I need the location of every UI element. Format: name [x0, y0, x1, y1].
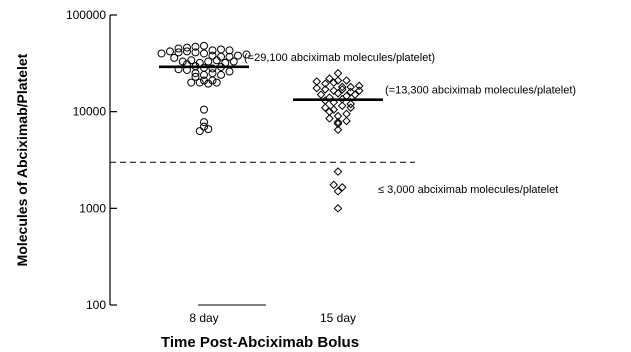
- data-point-diamond: [329, 105, 339, 114]
- data-point-diamond: [333, 125, 343, 135]
- data-point-circle: [200, 49, 208, 58]
- data-point-diamond: [320, 85, 330, 94]
- y-axis-title: Molecules of Abciximab/Platelet: [14, 53, 30, 266]
- data-point-diamond: [333, 68, 343, 78]
- data-point-circle: [200, 70, 208, 79]
- data-point-circle: [221, 58, 230, 67]
- data-point-circle: [191, 48, 200, 57]
- data-point-circle: [174, 48, 183, 57]
- x-axis-title: Time Post-Abciximab Bolus: [161, 334, 359, 351]
- data-point-circle: [217, 70, 225, 79]
- data-point-circle: [195, 127, 204, 136]
- data-point-circle: [170, 53, 179, 62]
- data-point-circle: [217, 45, 225, 54]
- median-label: (=13,300 abciximab molecules/platelet): [385, 85, 576, 97]
- data-point-diamond: [342, 116, 351, 126]
- data-point-circle: [208, 69, 217, 78]
- data-point-circle: [225, 67, 234, 76]
- data-point-circle: [166, 47, 174, 56]
- data-point-diamond: [337, 183, 347, 192]
- data-point-circle: [191, 72, 200, 81]
- data-point-diamond: [312, 83, 322, 93]
- data-point-circle: [242, 50, 251, 59]
- x-tick-label: 8 day: [189, 311, 218, 325]
- data-point-diamond: [333, 187, 343, 196]
- data-point-circle: [200, 118, 208, 127]
- data-point-diamond: [329, 78, 339, 87]
- data-point-circle: [187, 78, 196, 87]
- y-tick-label: 100: [86, 298, 106, 312]
- data-point-circle: [200, 122, 208, 131]
- data-point-circle: [200, 41, 208, 50]
- data-point-circle: [225, 52, 234, 61]
- data-point-diamond: [333, 167, 343, 176]
- data-point-diamond: [337, 101, 347, 111]
- x-tick-label: 15 day: [320, 311, 356, 325]
- data-point-diamond: [325, 114, 334, 123]
- data-point-diamond: [346, 82, 356, 92]
- data-point-circle: [212, 78, 221, 87]
- median-label: (=29,100 abciximab molecules/platelet): [244, 52, 435, 64]
- data-point-diamond: [333, 119, 343, 129]
- data-point-diamond: [333, 88, 343, 98]
- data-point-circle: [212, 56, 221, 65]
- data-point-diamond: [337, 85, 347, 94]
- data-point-circle: [208, 64, 217, 73]
- data-point-circle: [183, 47, 191, 56]
- data-point-circle: [204, 125, 213, 134]
- data-point-diamond: [337, 82, 347, 92]
- data-point-diamond: [325, 74, 334, 83]
- data-point-circle: [208, 51, 217, 60]
- data-point-diamond: [346, 99, 356, 109]
- data-point-circle: [204, 79, 213, 88]
- data-point-circle: [178, 57, 187, 66]
- data-point-circle: [204, 57, 213, 66]
- data-point-circle: [234, 51, 242, 60]
- data-point-circle: [183, 43, 191, 52]
- data-point-circle: [195, 78, 204, 87]
- threshold-label: ≤ 3,000 abciximab molecules/platelet: [378, 184, 558, 196]
- data-point-circle: [208, 46, 217, 55]
- data-point-diamond: [346, 103, 356, 112]
- data-point-diamond: [342, 76, 351, 85]
- data-point-diamond: [354, 86, 364, 95]
- data-point-diamond: [320, 79, 330, 88]
- data-point-circle: [225, 46, 234, 55]
- data-point-circle: [200, 105, 208, 114]
- data-point-circle: [191, 42, 200, 51]
- y-tick-label: 100000: [66, 8, 106, 22]
- data-point-circle: [174, 44, 183, 53]
- data-point-diamond: [346, 87, 356, 97]
- data-point-diamond: [325, 93, 334, 102]
- data-point-circle: [229, 57, 238, 66]
- data-point-circle: [157, 49, 166, 58]
- data-point-diamond: [333, 204, 343, 213]
- data-point-circle: [191, 69, 200, 78]
- data-point-diamond: [316, 90, 326, 99]
- y-tick-label: 10000: [73, 105, 107, 119]
- data-point-diamond: [342, 109, 351, 119]
- y-tick-label: 1000: [79, 201, 106, 215]
- data-point-diamond: [333, 76, 343, 85]
- data-point-diamond: [329, 86, 339, 95]
- data-point-diamond: [350, 90, 360, 99]
- data-point-diamond: [329, 180, 339, 190]
- data-point-diamond: [354, 81, 364, 91]
- data-point-diamond: [320, 103, 330, 112]
